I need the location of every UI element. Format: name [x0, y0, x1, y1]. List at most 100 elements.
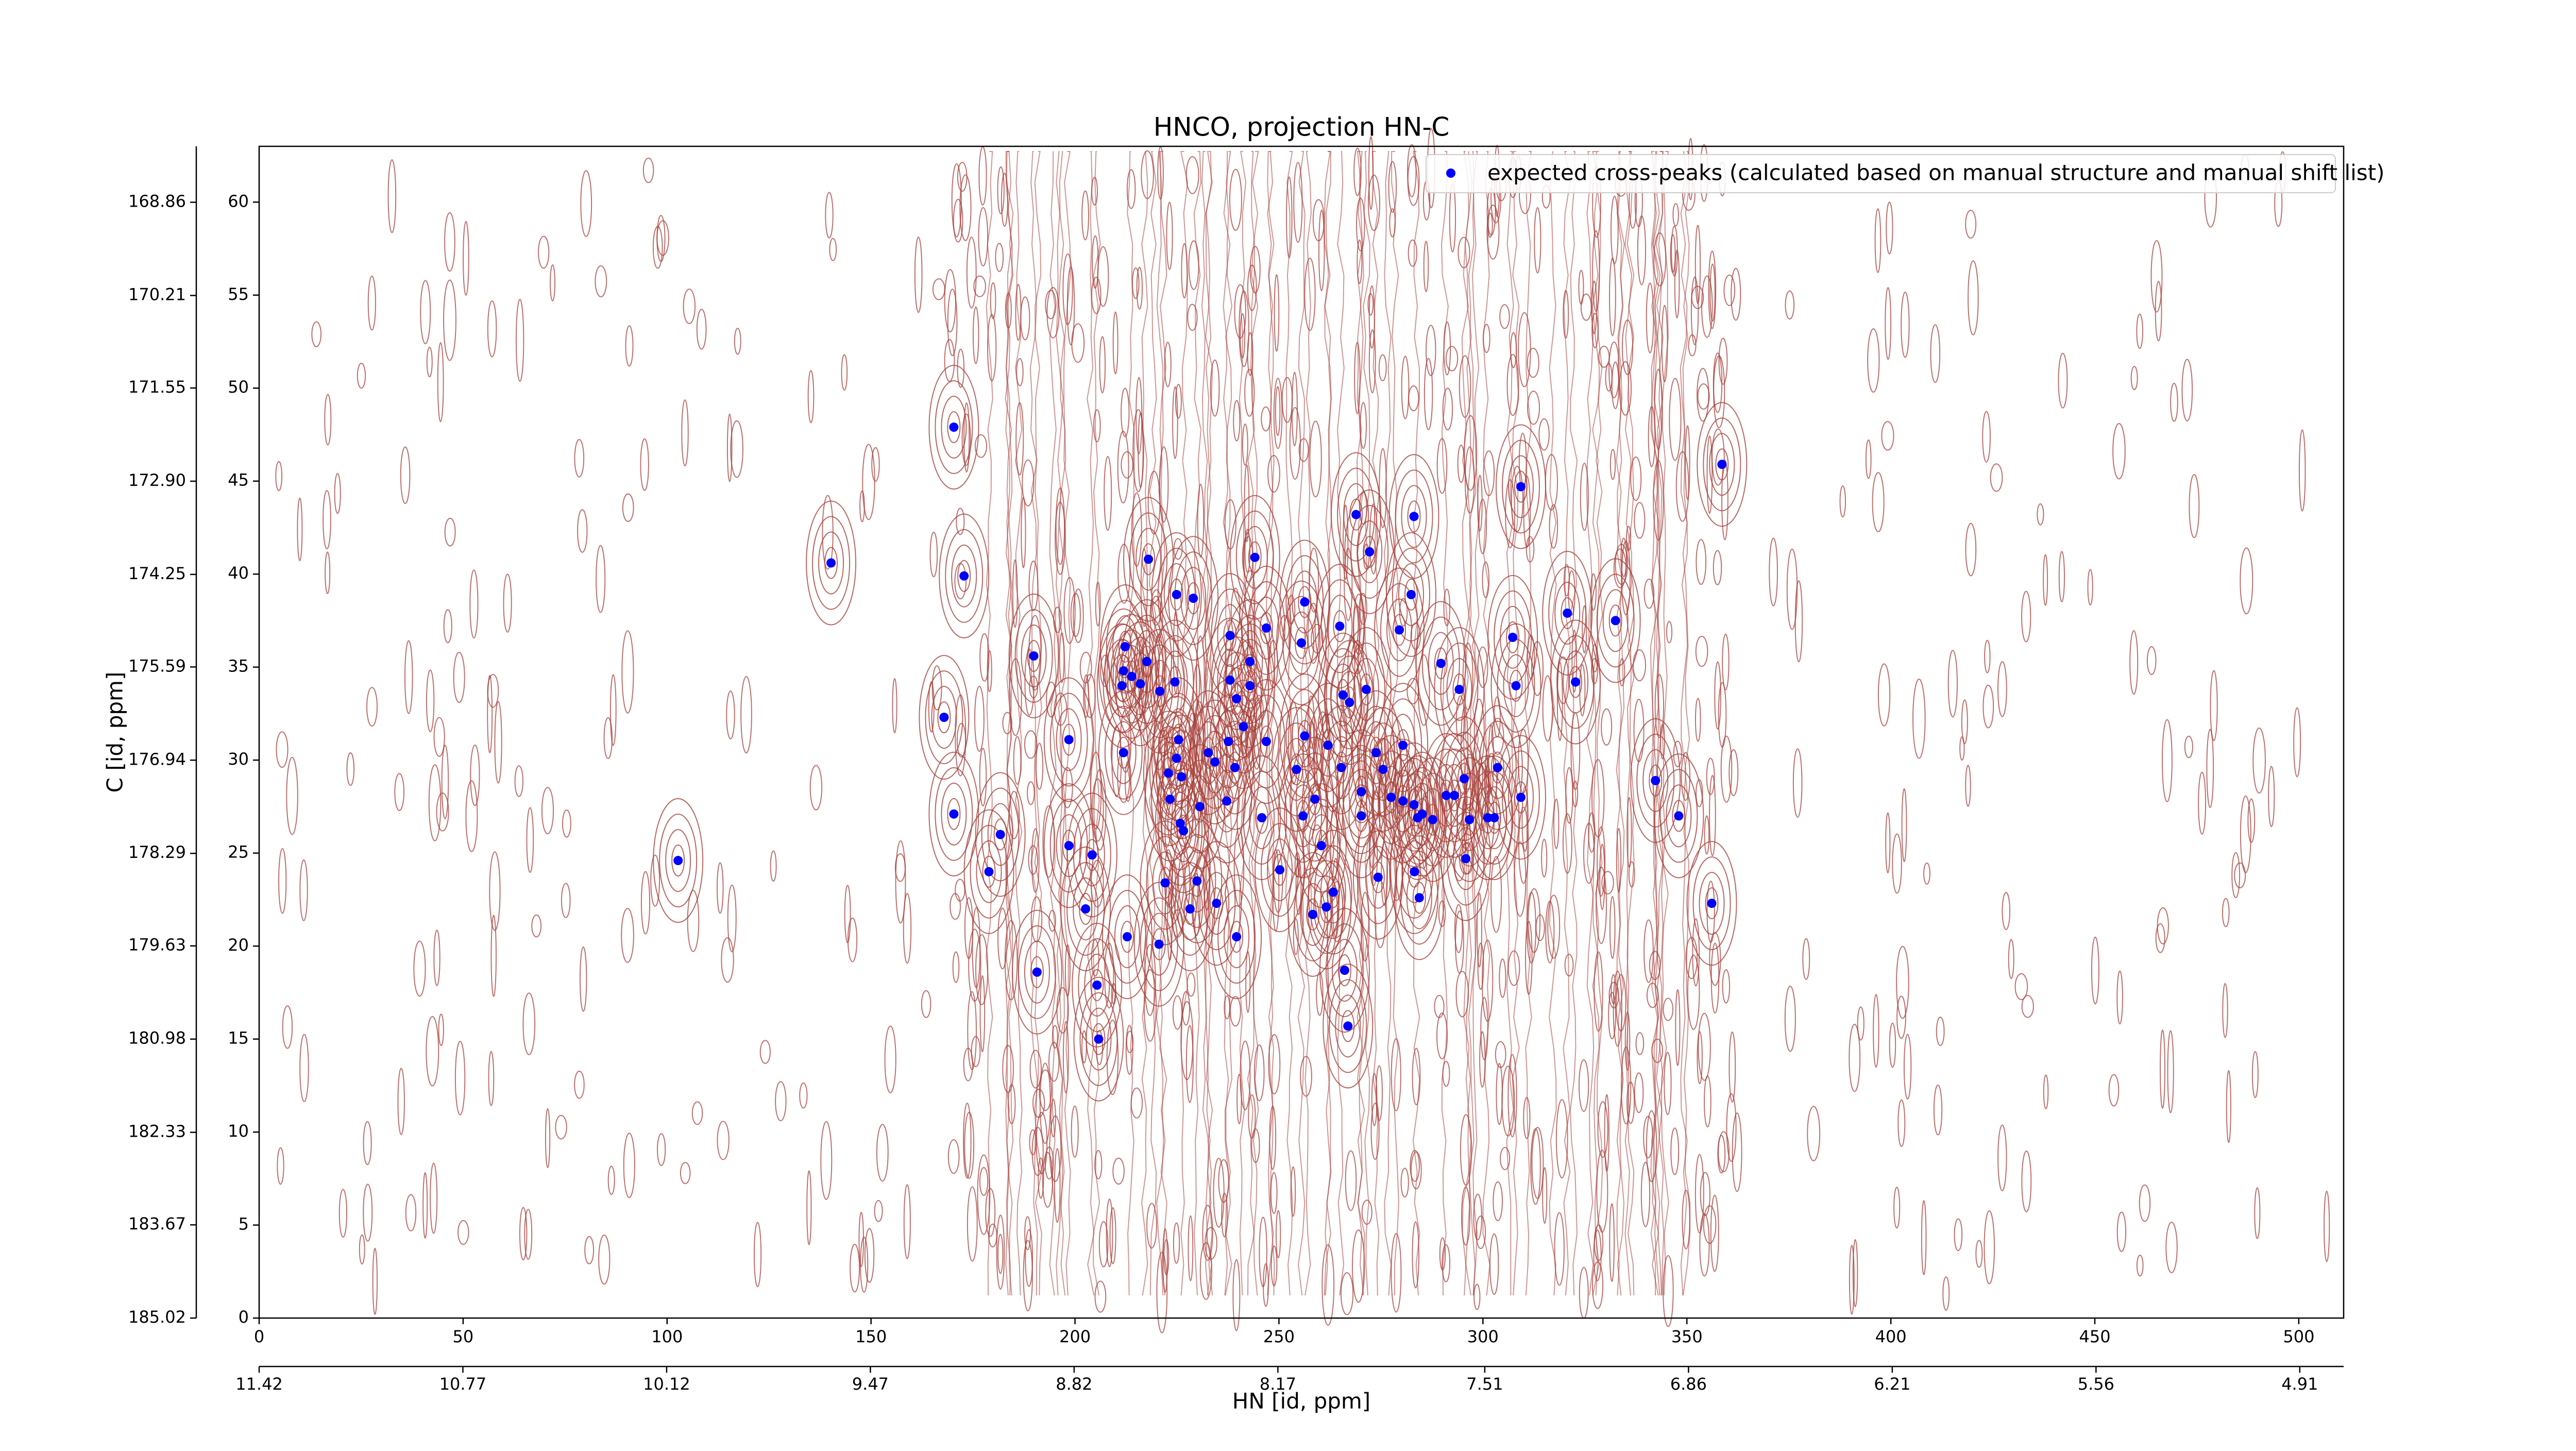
noise-contour — [650, 854, 660, 907]
noise-contour — [871, 447, 880, 482]
noise-contour — [1094, 1280, 1107, 1313]
peak-contour — [1147, 660, 1173, 723]
peak-contour — [1320, 579, 1359, 673]
noise-contour — [1454, 904, 1463, 953]
cross-peak — [1373, 872, 1383, 882]
noise-contour — [2087, 569, 2093, 605]
noise-contour — [1493, 1181, 1503, 1221]
noise-contour — [1239, 291, 1249, 367]
noise-contour — [1947, 650, 1958, 718]
cross-peak — [1300, 597, 1310, 607]
noise-contour — [1990, 463, 2003, 492]
noise-contour — [931, 665, 942, 711]
cross-peak — [1120, 642, 1130, 651]
x-tick-label: 500 — [2283, 1327, 2314, 1346]
noise-contour — [413, 940, 426, 997]
peak-contour — [1230, 695, 1257, 758]
streak-contour — [1193, 151, 1202, 1296]
cross-peak — [1717, 460, 1727, 469]
peak-contour — [1556, 635, 1595, 729]
peak-contour — [1319, 908, 1370, 1033]
cross-peak — [1232, 694, 1242, 704]
peak-contour — [1636, 733, 1675, 828]
noise-contour — [1672, 203, 1679, 227]
marks-layer — [673, 423, 1727, 1044]
peak-contour — [1309, 698, 1347, 792]
noise-contour — [609, 674, 617, 746]
noise-contour — [1097, 246, 1109, 307]
cross-peak — [949, 423, 959, 432]
noise-contour — [1865, 439, 1872, 479]
noise-contour — [1491, 717, 1504, 755]
cross-peak — [1357, 811, 1366, 821]
cross-peak — [1386, 792, 1396, 802]
x2-tick-label: 10.77 — [439, 1374, 487, 1394]
noise-contour — [640, 871, 651, 935]
noise-contour — [622, 493, 634, 522]
cross-peak — [1489, 813, 1499, 823]
noise-contour — [1421, 792, 1428, 869]
cross-peak — [1357, 787, 1366, 797]
noise-contour — [574, 439, 585, 478]
cross-peak — [1459, 774, 1469, 784]
peak-contour — [1401, 840, 1428, 903]
noise-contour — [740, 676, 752, 754]
cross-peak — [1127, 671, 1137, 681]
noise-contour — [1721, 459, 1728, 541]
peak-contour — [1374, 567, 1425, 693]
noise-contour — [1318, 209, 1325, 292]
peak-contour — [1330, 655, 1369, 750]
noise-contour — [1965, 210, 1977, 239]
noise-contour — [1029, 676, 1039, 699]
cross-peak — [1297, 638, 1306, 648]
streak-contour — [1464, 151, 1472, 1296]
noise-contour — [1706, 881, 1715, 943]
peak-contour — [957, 560, 971, 592]
peak-contour — [1503, 654, 1529, 717]
cross-peak — [1336, 763, 1346, 772]
peak-contour — [941, 782, 967, 846]
peak-contour — [1313, 875, 1340, 939]
noise-contour — [453, 651, 465, 703]
noise-contour — [487, 300, 497, 358]
peak-contour — [1319, 891, 1333, 923]
noise-contour — [1030, 896, 1043, 942]
noise-contour — [438, 1014, 444, 1047]
noise-contour — [974, 434, 988, 458]
noise-contour — [876, 1124, 889, 1182]
peak-contour — [1220, 785, 1234, 817]
y2-tick-label: 175.59 — [128, 656, 186, 676]
peak-contour — [1365, 846, 1391, 909]
streak-contour — [1468, 151, 1477, 1296]
peak-contour — [1062, 723, 1076, 756]
peak-contour — [1509, 669, 1523, 702]
noise-contour — [730, 420, 743, 478]
noise-contour — [1611, 195, 1619, 264]
noise-contour — [503, 573, 512, 633]
noise-contour — [1886, 201, 1893, 255]
noise-contour — [1062, 1021, 1069, 1094]
noise-contour — [967, 1186, 978, 1262]
noise-contour — [1022, 459, 1035, 507]
cross-peak — [1414, 893, 1424, 903]
peak-contour — [1404, 578, 1418, 611]
noise-contour — [562, 809, 571, 838]
peak-contour — [935, 767, 973, 861]
peak-contour — [1406, 866, 1432, 930]
noise-contour — [1121, 387, 1130, 437]
noise-contour — [2008, 939, 2014, 980]
peak-contour — [1294, 867, 1332, 961]
x2-tick-label: 6.86 — [1670, 1374, 1707, 1394]
peak-contour — [1507, 766, 1534, 829]
noise-contour — [1534, 207, 1541, 274]
legend-marker — [1446, 168, 1455, 178]
noise-contour — [1166, 201, 1173, 270]
noise-contour — [1181, 991, 1190, 1026]
peak-contour — [1228, 751, 1242, 784]
cross-peak — [1175, 818, 1185, 828]
legend-box — [1426, 154, 2336, 193]
noise-contour — [463, 221, 469, 296]
peak-contour — [1079, 992, 1118, 1086]
cross-peak — [1189, 594, 1198, 603]
noise-contour — [436, 792, 449, 832]
